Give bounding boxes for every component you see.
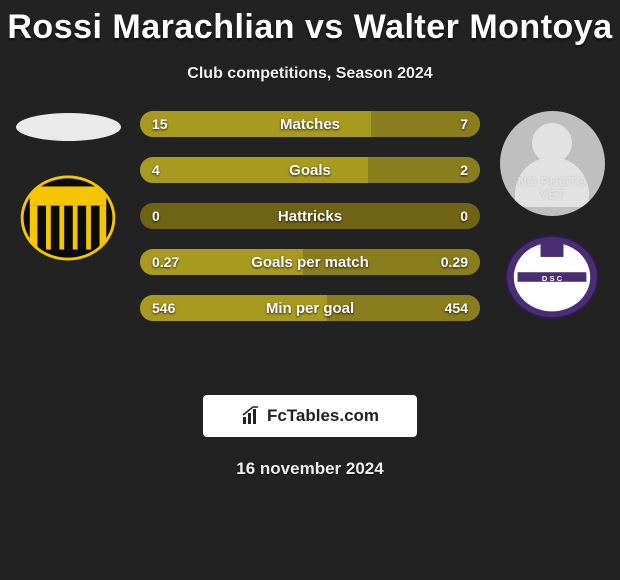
no-photo-line2: YET [539,187,564,202]
stat-label: Goals [140,157,480,183]
right-club-badge: D S C [504,234,600,320]
stat-bars: 157Matches 42Goals 00Hattricks 0.270.29Goal… [140,111,480,321]
stat-row: 00Hattricks [140,203,480,229]
stat-label: Goals per match [140,249,480,275]
brand-text: FcTables.com [267,406,379,426]
stat-label: Min per goal [140,295,480,321]
left-club-badge [20,175,116,261]
stat-row: 0.270.29Goals per match [140,249,480,275]
page-title: Rossi Marachlian vs Walter Montoya [0,0,620,47]
avatar-silhouette-icon [532,123,572,163]
right-player-column: NO PHOTO YET D S C [492,111,612,320]
stat-row: 42Goals [140,157,480,183]
no-photo-label: NO PHOTO YET [500,175,605,202]
svg-text:D S C: D S C [542,274,563,283]
stat-row: 546454Min per goal [140,295,480,321]
stat-label: Matches [140,111,480,137]
brand-badge[interactable]: FcTables.com [203,395,417,437]
left-player-column [8,111,128,261]
brand-chart-icon [241,406,261,426]
stat-label: Hattricks [140,203,480,229]
left-player-avatar [16,113,121,141]
date-line: 16 november 2024 [0,459,620,479]
comparison-panel: NO PHOTO YET D S C 157Matches 42Goals 00Ha… [0,111,620,371]
right-player-avatar: NO PHOTO YET [500,111,605,216]
stat-row: 157Matches [140,111,480,137]
subtitle: Club competitions, Season 2024 [0,65,620,83]
